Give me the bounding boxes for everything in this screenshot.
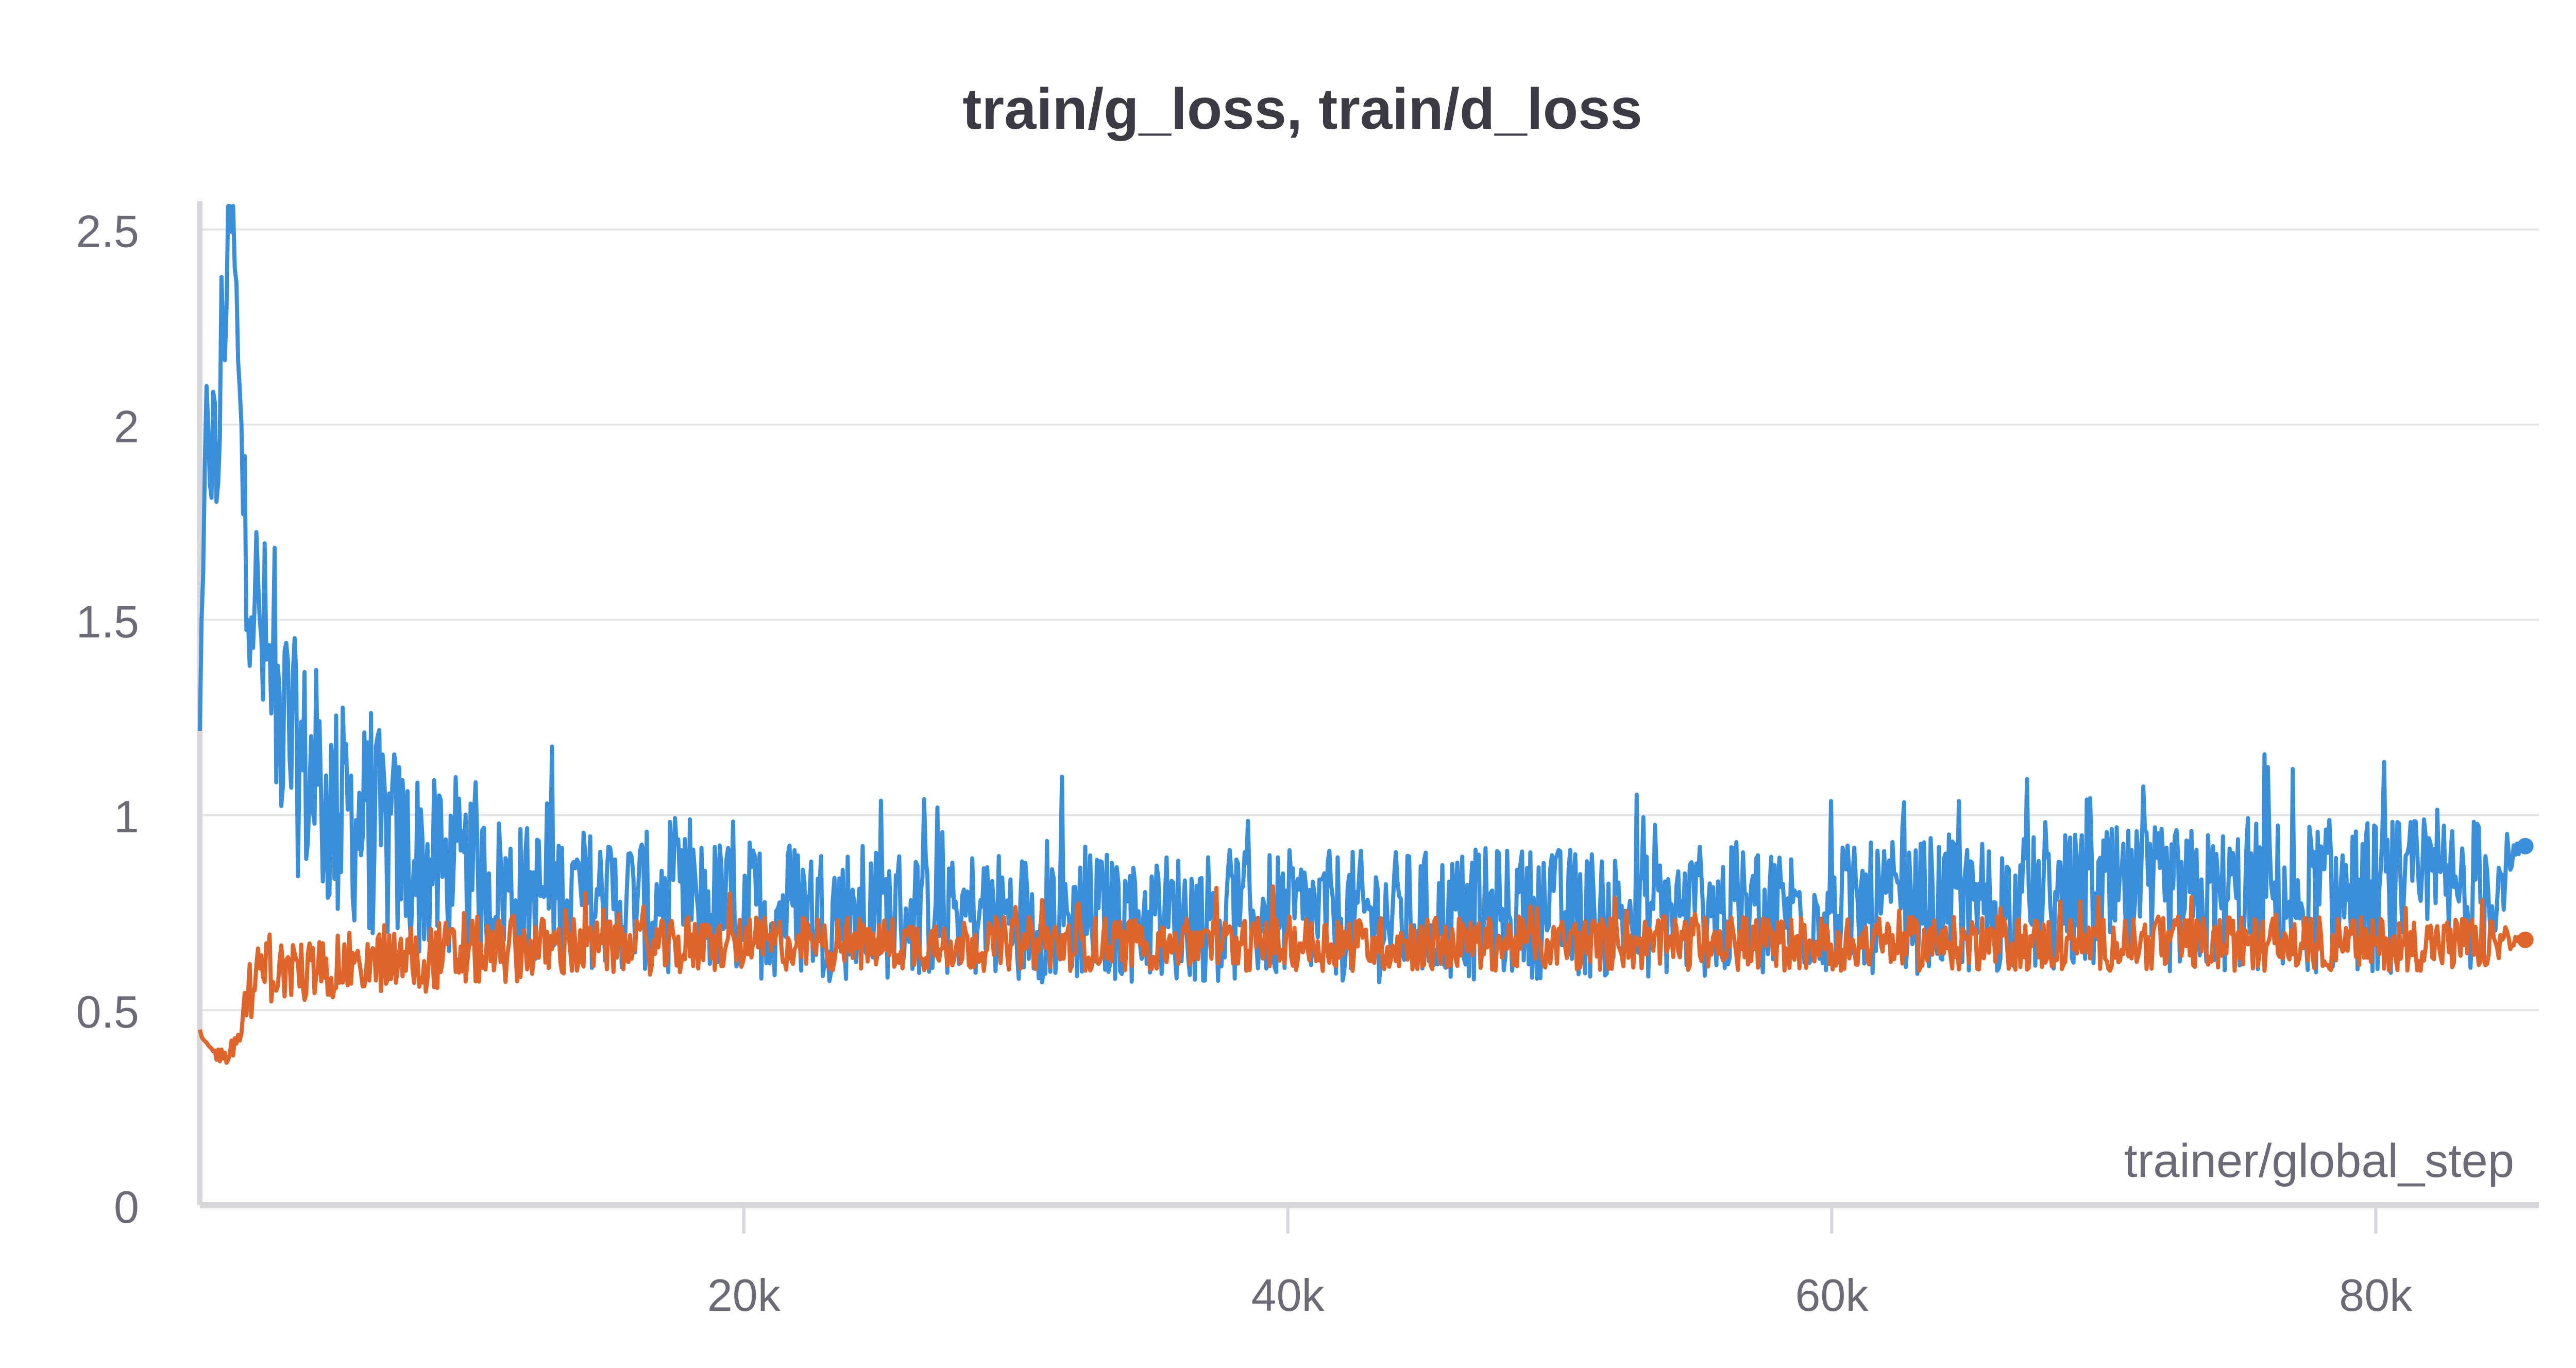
x-tick-label: 40k xyxy=(1251,1270,1325,1321)
y-tick-label: 0 xyxy=(114,1182,139,1233)
y-tick-label: 1.5 xyxy=(76,596,139,647)
x-tick-label: 20k xyxy=(707,1270,781,1321)
series-lines xyxy=(198,204,2534,1065)
series-endpoint-g_loss xyxy=(2517,837,2534,854)
series-line-g_loss xyxy=(198,204,2526,985)
chart-title: train/g_loss, train/d_loss xyxy=(962,77,1642,141)
grid-lines xyxy=(200,228,2539,1012)
y-tick-label: 2.5 xyxy=(76,206,139,256)
tick-labels: 0 0.5 1 1.5 2 2.5 20k 40k 60k 80k xyxy=(76,206,2413,1321)
y-tick-label: 0.5 xyxy=(76,986,139,1037)
x-tick-label: 80k xyxy=(2339,1270,2413,1321)
y-tick-label: 2 xyxy=(114,401,139,452)
series-endpoint-d_loss xyxy=(2517,931,2534,948)
axes xyxy=(197,201,2539,1234)
series-line-d_loss xyxy=(198,884,2527,1065)
x-tick-label: 60k xyxy=(1795,1270,1869,1321)
x-axis-label: trainer/global_step xyxy=(2124,1135,2514,1187)
y-tick-label: 1 xyxy=(114,791,139,842)
